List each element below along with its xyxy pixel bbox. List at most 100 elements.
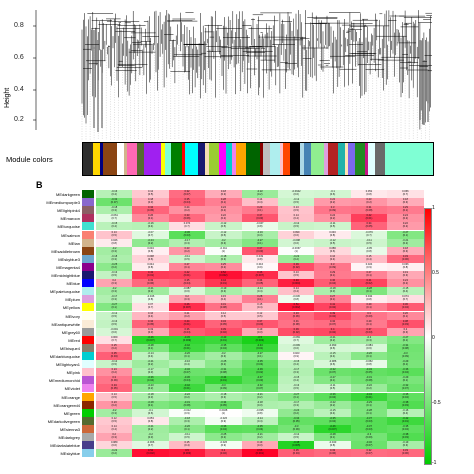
heatmap-cell: 0.24 (0.2) (387, 279, 424, 288)
heatmap-cell-value: 0.27 (366, 271, 372, 274)
heatmap-cell-value: -0.2 (111, 246, 117, 250)
heatmap-cell: 0.086 (0.6) (314, 246, 351, 255)
heatmap-cell-pvalue: (0.03) (365, 419, 373, 423)
heatmap-cell-pvalue: (0.2) (402, 225, 409, 229)
heatmap-cell-pvalue: (0.1) (366, 274, 372, 277)
heatmap-cell-value: 0.29 (366, 319, 372, 323)
heatmap-cell: -0.047 (0.8) (241, 222, 278, 231)
heatmap-cell: 0.39 (0.02) (278, 262, 315, 271)
heatmap-cell-value: -0.42 (184, 343, 190, 347)
heatmap-cell-pvalue: (0.2) (366, 201, 372, 205)
heatmap-cell: 0.046 (0.8) (314, 230, 351, 239)
heatmap-cell: 0.069 (0.7) (96, 335, 133, 344)
heatmap-cell-value: -0.026 (219, 416, 228, 420)
heatmap-cell-value: 0.34 (148, 319, 154, 323)
heatmap-cell: -0.18 (0.3) (168, 416, 206, 425)
heatmap-module-swatch (82, 408, 94, 417)
heatmap-module-swatch (82, 238, 94, 247)
heatmap-cell-value: -0.43 (220, 335, 227, 339)
heatmap-cell-pvalue: (0.007) (328, 427, 337, 431)
heatmap-cell-pvalue: (0.4) (147, 314, 154, 318)
heatmap-cell: -0.28 (0.1) (350, 408, 388, 417)
heatmap-cell-value: 0.3 (330, 206, 335, 210)
heatmap-cell-pvalue: (0.2) (257, 436, 263, 439)
heatmap-cell-pvalue: (0.3) (111, 436, 117, 439)
heatmap-cell: 0.13 (0.5) (96, 230, 133, 239)
heatmap-cell-value: 0.19 (257, 327, 263, 331)
heatmap-cell-pvalue: (0.3) (329, 290, 336, 294)
heatmap-row-label: MEpink (66, 370, 80, 376)
heatmap-cell-pvalue: (0.08) (365, 379, 373, 383)
heatmap-cell-value: -0.35 (256, 424, 263, 428)
heatmap-cell-pvalue: (0.5) (111, 314, 117, 318)
heatmap-cell-value: 0.4 (330, 327, 335, 331)
heatmap-cell-pvalue: (0.03) (256, 322, 264, 326)
heatmap-cell-value: 0.37 (257, 319, 263, 323)
heatmap-cell-pvalue: (0.9) (220, 419, 227, 423)
heatmap-cell-pvalue: (0.01) (183, 274, 191, 277)
heatmap-row-label: MEdarkslateblue (50, 443, 80, 449)
heatmap-cell: -0.26 (0.1) (168, 352, 206, 361)
heatmap-cell: -0.036 (0.8) (278, 295, 315, 304)
module-color-segment (246, 143, 260, 175)
heatmap-cell: 0.23 (0.2) (350, 198, 388, 207)
heatmap-cell-pvalue: (0.007) (255, 274, 264, 277)
heatmap-cell: 0.34 (0.05) (132, 206, 169, 215)
heatmap-cell: 0.37 (0.03) (241, 214, 278, 223)
heatmap-cell: 0.32 (0.07) (350, 449, 388, 458)
heatmap-cell-value: -0.37 (366, 424, 372, 428)
heatmap-cell: 0.24 (0.2) (387, 214, 424, 223)
heatmap-cell-pvalue: (0.6) (329, 249, 336, 253)
heatmap-cell-pvalue: (0.4) (329, 257, 336, 261)
heatmap-cell-value: -0.35 (402, 424, 409, 428)
heatmap-module-swatch (82, 319, 94, 328)
heatmap-cell: -0.21 (0.2) (132, 287, 169, 296)
heatmap-cell-pvalue: (0.2) (329, 217, 336, 221)
heatmap-cell: -0.35 (0.04) (241, 360, 278, 369)
heatmap-cell: -0.42 (0.01) (387, 416, 424, 425)
heatmap-cell-value: -0.28 (329, 433, 336, 436)
module-color-segment (232, 143, 236, 175)
heatmap-cell-pvalue: (0.003) (255, 338, 264, 342)
heatmap-cell-pvalue: (0.05) (365, 225, 373, 229)
heatmap-cell: -0.12 (0.5) (205, 222, 242, 231)
heatmap-cell: -0.18 (0.3) (241, 400, 278, 409)
heatmap-cell: 0.34 (0.05) (205, 319, 242, 328)
heatmap-cell-value: -0.093 (328, 343, 337, 347)
heatmap-cell-value: -0.15 (329, 408, 336, 412)
heatmap-cell-value: 0.27 (184, 262, 190, 266)
heatmap-cell-pvalue: (0.3) (257, 444, 263, 448)
heatmap-cell-pvalue: (0.1) (220, 201, 227, 205)
heatmap-cell-pvalue: (0.003) (182, 452, 192, 456)
heatmap-cell: -0.19 (0.3) (205, 287, 242, 296)
heatmap-cell: 0.074 (0.7) (387, 295, 424, 304)
heatmap-cell-value: 0.16 (330, 254, 336, 258)
heatmap-cell-pvalue: (0.002) (146, 452, 155, 456)
heatmap-cell-value: -0.086 (328, 360, 337, 364)
heatmap-cell-value: 0.23 (111, 400, 117, 404)
heatmap-cell-value: 0.2 (185, 295, 189, 299)
heatmap-row-label: MEpaleturquoise (49, 289, 80, 295)
heatmap-cell-value: 0.19 (148, 327, 154, 331)
heatmap-cell-pvalue: (0.2) (184, 314, 190, 318)
heatmap-cell-value: 0.33 (330, 449, 336, 453)
heatmap-cell-value: -0.22 (256, 190, 263, 193)
heatmap-cell: -0.086 (0.6) (314, 360, 351, 369)
heatmap-cell: 0.024 (0.9) (350, 262, 388, 271)
heatmap-cell: -0.0942 (0.6) (278, 190, 315, 199)
heatmap-cell-pvalue: (0.5) (293, 225, 299, 229)
heatmap-cell-pvalue: (0.7) (293, 338, 299, 342)
heatmap-cell: 0.33 (0.06) (278, 311, 315, 320)
heatmap-cell-value: 0.024 (365, 262, 373, 266)
heatmap-cell-pvalue: (0.7) (111, 338, 117, 342)
heatmap-cell: 0.39 (0.02) (205, 327, 242, 336)
heatmap-cell-pvalue: (0.02) (329, 306, 336, 310)
heatmap-cell: 0.42 (0.01) (350, 214, 388, 223)
heatmap-cell-value: 0.49 (293, 279, 299, 283)
heatmap-cell-pvalue: (0.05) (292, 419, 300, 423)
heatmap-cell: 0.22 (0.2) (314, 198, 351, 207)
heatmap-cell-value: 0.33 (293, 311, 299, 315)
heatmap-cell-value: -0.21 (147, 287, 154, 291)
heatmap-cell-value: -0.026 (219, 441, 228, 445)
heatmap-cell: 0.036 (0.8) (387, 262, 424, 271)
